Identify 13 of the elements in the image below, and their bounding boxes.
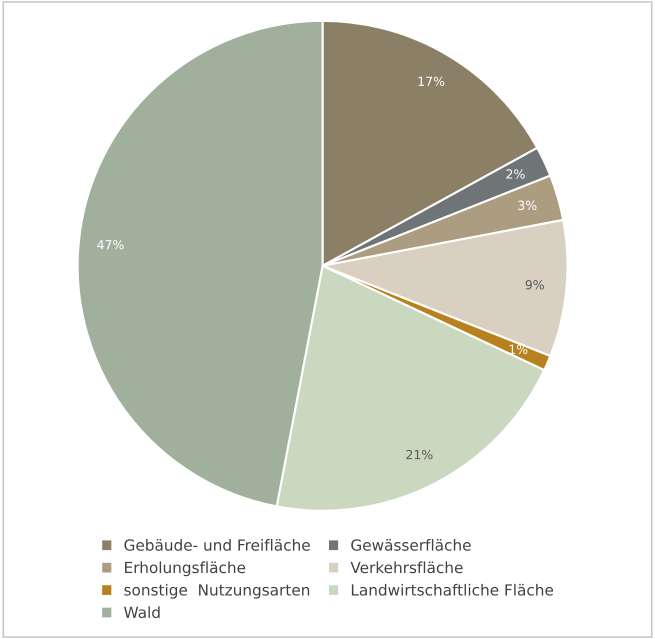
legend-label: sonstige Nutzungsarten (124, 584, 310, 599)
legend-label: Erholungsfläche (125, 561, 246, 576)
legend-label: Landwirtschaftliche Fläche (352, 584, 554, 596)
data-label: 9% (526, 280, 544, 290)
legend-label: Gewässerfläche (351, 539, 471, 551)
legend-label: Verkehrsfläche (350, 561, 463, 574)
data-label: 17% (418, 76, 444, 86)
data-label: 21% (406, 450, 433, 460)
data-label: 3% (518, 200, 536, 210)
data-label: 2% (506, 169, 525, 179)
legend-label: Gebäude- und Freifläche (124, 539, 310, 551)
legend-label: Wald (124, 606, 160, 618)
data-label: 47% (97, 240, 124, 250)
